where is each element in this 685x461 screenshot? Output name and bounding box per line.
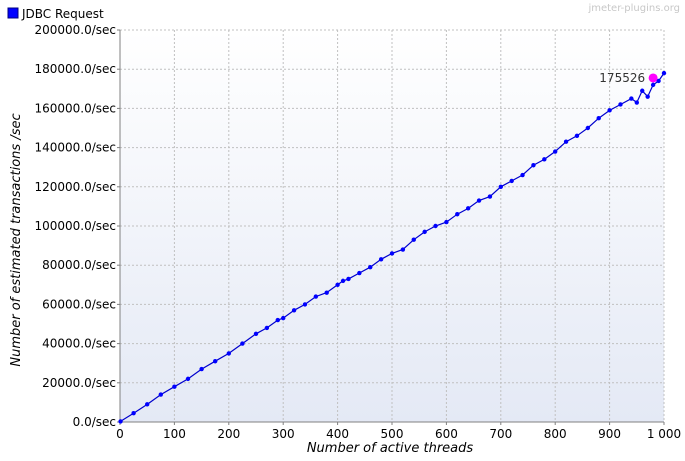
data-point bbox=[389, 251, 395, 256]
x-axis-title: Number of active threads bbox=[307, 441, 474, 456]
y-tick-label: 100000.0/sec bbox=[34, 219, 116, 233]
data-point bbox=[264, 325, 270, 331]
data-point bbox=[357, 270, 362, 276]
x-tick-label: 1 000 bbox=[647, 427, 681, 441]
data-point bbox=[324, 290, 329, 295]
data-point bbox=[465, 206, 471, 211]
data-point bbox=[509, 178, 514, 184]
data-point bbox=[335, 282, 340, 287]
x-tick-label: 100 bbox=[163, 427, 186, 441]
y-tick-label: 60000.0/sec bbox=[42, 297, 116, 311]
data-point bbox=[281, 315, 286, 321]
x-tick-label: 900 bbox=[598, 427, 621, 441]
data-point bbox=[563, 139, 569, 144]
data-point bbox=[213, 359, 218, 364]
x-tick-label: 700 bbox=[489, 427, 512, 441]
x-axis-ticks: 0 100 200 300 400 500 600 700 800 900 1 000 bbox=[116, 422, 681, 441]
highlight-point-group: 175526 bbox=[599, 71, 658, 85]
data-point bbox=[618, 102, 623, 107]
data-point bbox=[118, 419, 123, 424]
data-point bbox=[640, 88, 645, 93]
data-point bbox=[131, 410, 136, 416]
grid-lines bbox=[120, 29, 665, 422]
data-point bbox=[340, 278, 346, 284]
data-point bbox=[444, 219, 449, 225]
data-point bbox=[574, 133, 580, 139]
data-point bbox=[400, 247, 406, 252]
data-point bbox=[302, 302, 308, 307]
highlight-point bbox=[648, 73, 658, 83]
data-point bbox=[240, 341, 245, 346]
y-tick-label: 40000.0/sec bbox=[42, 337, 116, 351]
x-tick-label: 300 bbox=[272, 427, 295, 441]
data-point bbox=[645, 94, 650, 99]
data-point bbox=[145, 402, 150, 407]
data-point bbox=[596, 116, 601, 121]
y-axis-title: Number of estimated transactions /sec bbox=[9, 113, 24, 366]
watermark-text: jmeter-plugins.org bbox=[587, 3, 680, 14]
y-tick-label: 200000.0/sec bbox=[34, 23, 116, 37]
data-point bbox=[275, 317, 280, 323]
data-point bbox=[487, 194, 493, 199]
data-point bbox=[185, 376, 191, 382]
data-point bbox=[199, 366, 204, 372]
y-tick-label: 160000.0/sec bbox=[34, 101, 116, 115]
data-point bbox=[368, 264, 373, 270]
data-point bbox=[172, 384, 177, 389]
y-tick-label: 120000.0/sec bbox=[34, 180, 116, 194]
data-point bbox=[585, 125, 591, 131]
data-point bbox=[291, 308, 297, 313]
y-tick-label: 180000.0/sec bbox=[34, 62, 116, 76]
data-point bbox=[476, 198, 482, 203]
x-tick-label: 800 bbox=[544, 427, 567, 441]
data-point bbox=[553, 149, 558, 154]
data-point bbox=[226, 351, 231, 356]
y-tick-label: 20000.0/sec bbox=[42, 376, 116, 390]
data-point bbox=[253, 331, 259, 336]
data-point bbox=[411, 237, 416, 242]
data-point bbox=[531, 163, 536, 168]
y-tick-label: 140000.0/sec bbox=[34, 141, 116, 155]
y-axis-ticks: 0.0/sec 20000.0/sec 40000.0/sec 60000.0/sec… bbox=[34, 23, 120, 429]
data-point bbox=[650, 82, 656, 88]
data-point bbox=[455, 212, 460, 217]
x-tick-label: 600 bbox=[435, 427, 458, 441]
data-point bbox=[542, 157, 547, 162]
data-point bbox=[422, 229, 427, 235]
data-point bbox=[378, 257, 384, 262]
x-tick-label: 0 bbox=[116, 427, 124, 441]
data-point bbox=[634, 100, 639, 105]
data-point bbox=[629, 96, 634, 101]
x-tick-label: 400 bbox=[326, 427, 349, 441]
legend-label: JDBC Request bbox=[21, 7, 104, 21]
y-tick-label: 80000.0/sec bbox=[42, 258, 116, 272]
series-jdbc-request bbox=[118, 70, 667, 424]
legend-swatch bbox=[7, 7, 19, 19]
y-tick-label: 0.0/sec bbox=[73, 415, 116, 429]
data-point bbox=[346, 276, 351, 282]
data-point bbox=[656, 78, 661, 84]
x-tick-label: 500 bbox=[381, 427, 404, 441]
data-point bbox=[661, 70, 667, 76]
data-point bbox=[433, 223, 438, 229]
data-point bbox=[158, 392, 163, 397]
data-point bbox=[498, 184, 503, 189]
data-point bbox=[313, 294, 319, 299]
data-point bbox=[607, 108, 612, 113]
highlight-label: 175526 bbox=[599, 71, 645, 85]
data-point bbox=[520, 172, 525, 178]
x-tick-label: 200 bbox=[217, 427, 240, 441]
